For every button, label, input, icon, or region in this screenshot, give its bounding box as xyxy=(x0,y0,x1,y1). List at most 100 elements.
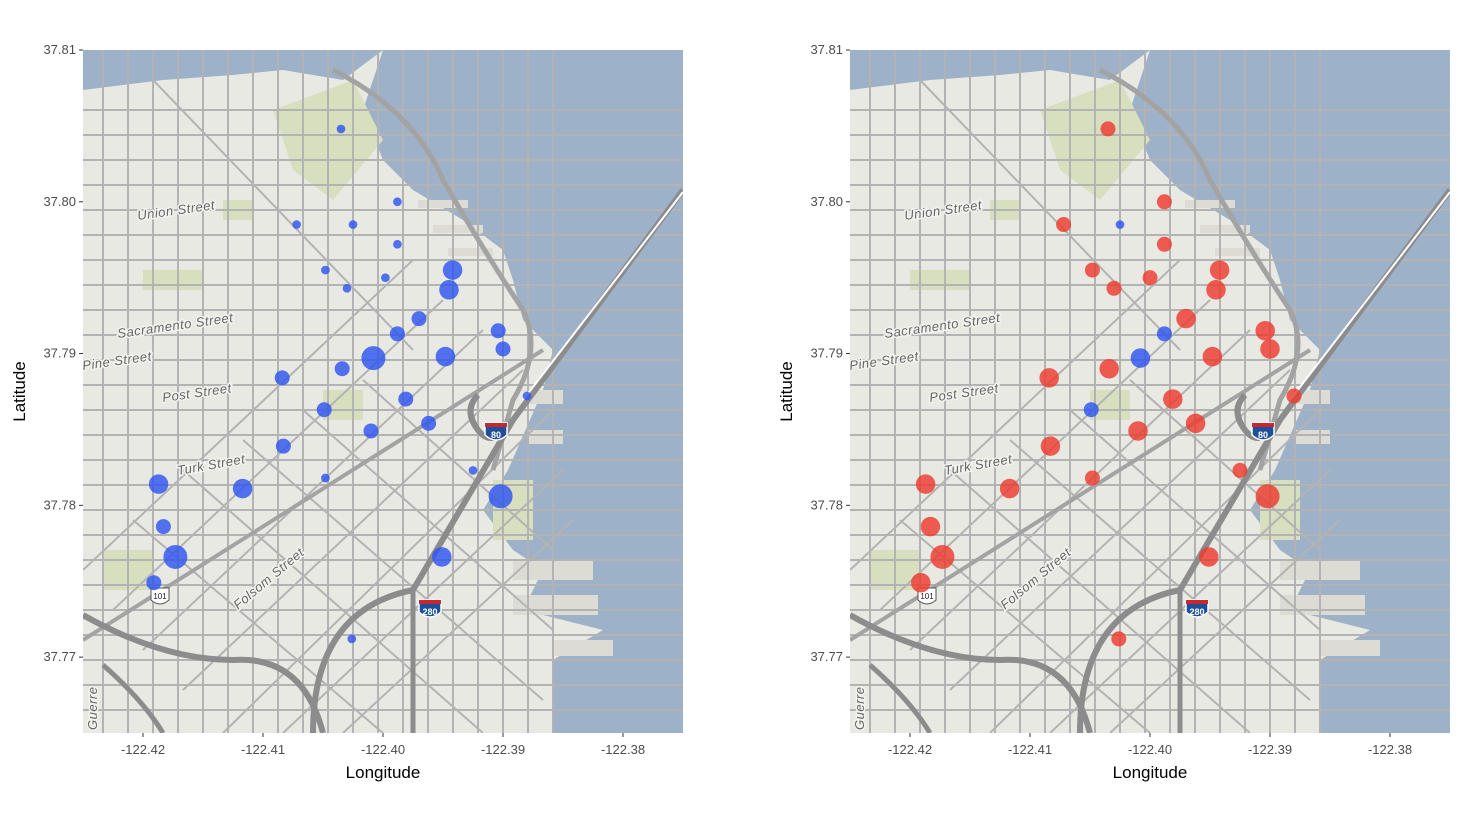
x-tick-label: -122.38 xyxy=(1368,742,1412,757)
data-point xyxy=(1176,308,1196,329)
data-point xyxy=(1156,326,1172,342)
data-point xyxy=(1255,321,1275,341)
data-point xyxy=(1156,194,1172,210)
data-point xyxy=(148,474,169,494)
x-axis-title: Longitude xyxy=(346,763,421,782)
street-label: Guerre xyxy=(85,687,100,730)
axes: 37.77 37.78 37.79 37.80 37.81 -122.42 -122.41 -… xyxy=(777,42,1412,782)
x-tick-label: -122.38 xyxy=(601,742,645,757)
data-point xyxy=(490,323,506,339)
data-point xyxy=(393,239,402,249)
data-point xyxy=(393,197,402,207)
data-point xyxy=(411,311,427,327)
y-tick-label: 37.79 xyxy=(810,346,843,361)
x-tick-label: -122.40 xyxy=(1128,742,1172,757)
data-point xyxy=(439,280,459,300)
x-axis-title: Longitude xyxy=(1113,763,1188,782)
data-point xyxy=(1056,217,1072,233)
data-point xyxy=(1128,421,1148,441)
data-point xyxy=(1099,358,1119,379)
x-tick-label: -122.39 xyxy=(1248,742,1292,757)
y-tick-label: 37.81 xyxy=(810,42,843,57)
data-point xyxy=(1206,280,1226,300)
points-layer xyxy=(911,121,1302,647)
data-point xyxy=(432,547,452,567)
highway-shield-icon: 101 xyxy=(150,587,170,605)
data-point xyxy=(1260,339,1280,359)
data-point xyxy=(361,346,386,371)
data-point xyxy=(468,466,478,475)
y-tick-label: 37.78 xyxy=(810,497,843,512)
data-point xyxy=(336,124,346,134)
data-point xyxy=(1106,280,1122,296)
y-tick-label: 37.77 xyxy=(43,649,76,664)
data-point xyxy=(999,478,1020,499)
data-point xyxy=(435,346,456,367)
data-point xyxy=(920,516,941,537)
data-point xyxy=(930,544,955,569)
data-point xyxy=(1084,470,1100,486)
data-point xyxy=(911,572,931,593)
data-point xyxy=(342,283,352,293)
data-point xyxy=(495,341,511,357)
data-point xyxy=(915,474,936,494)
data-point xyxy=(1163,389,1183,409)
data-point xyxy=(163,544,188,569)
x-tick-label: -122.40 xyxy=(361,742,405,757)
x-tick-label: -122.42 xyxy=(121,742,165,757)
y-tick-label: 37.78 xyxy=(43,497,76,512)
data-point xyxy=(1039,368,1059,388)
points-layer xyxy=(146,124,532,644)
shield-label: 80 xyxy=(1258,430,1268,440)
data-point xyxy=(146,575,162,591)
data-point xyxy=(334,361,350,377)
y-tick-label: 37.79 xyxy=(43,346,76,361)
highway-shield-icon: 280 xyxy=(418,599,442,618)
data-point xyxy=(316,402,332,418)
data-point xyxy=(1142,270,1158,286)
street-label: Guerre xyxy=(852,687,867,730)
data-point xyxy=(347,634,357,644)
x-tick-label: -122.39 xyxy=(481,742,525,757)
x-tick-label: -122.42 xyxy=(888,742,932,757)
data-point xyxy=(1100,121,1116,137)
data-point xyxy=(1185,413,1206,434)
y-axis-title: Latitude xyxy=(777,361,796,422)
data-point xyxy=(1156,236,1172,252)
shield-label: 280 xyxy=(422,607,437,617)
data-point xyxy=(488,484,513,509)
data-point xyxy=(363,423,379,439)
data-point xyxy=(1199,547,1219,567)
y-tick-label: 37.77 xyxy=(810,649,843,664)
data-point xyxy=(1040,436,1061,456)
data-point xyxy=(321,265,330,275)
data-point xyxy=(389,326,405,342)
data-point xyxy=(1115,220,1125,229)
data-point xyxy=(348,220,358,229)
shield-label: 80 xyxy=(491,430,501,440)
data-point xyxy=(1084,262,1100,278)
data-point xyxy=(398,391,414,407)
shield-label: 101 xyxy=(920,592,934,601)
data-point xyxy=(522,391,532,401)
data-point xyxy=(421,415,437,431)
y-tick-label: 37.80 xyxy=(810,194,843,209)
data-point xyxy=(1232,462,1248,478)
data-point xyxy=(274,370,290,386)
data-point xyxy=(1202,346,1223,367)
data-point xyxy=(1111,631,1127,647)
x-tick-label: -122.41 xyxy=(241,742,285,757)
data-point xyxy=(1209,260,1230,280)
data-point xyxy=(155,519,171,535)
data-point xyxy=(1255,484,1280,509)
shield-label: 280 xyxy=(1189,607,1204,617)
y-axis-title: Latitude xyxy=(10,361,29,422)
data-point xyxy=(381,273,390,283)
highway-shield-icon: 80 xyxy=(1251,422,1275,441)
x-tick-label: -122.41 xyxy=(1008,742,1052,757)
data-point xyxy=(321,473,330,483)
data-point xyxy=(275,438,291,454)
highway-shield-icon: 80 xyxy=(484,422,508,441)
data-point xyxy=(1286,388,1302,404)
